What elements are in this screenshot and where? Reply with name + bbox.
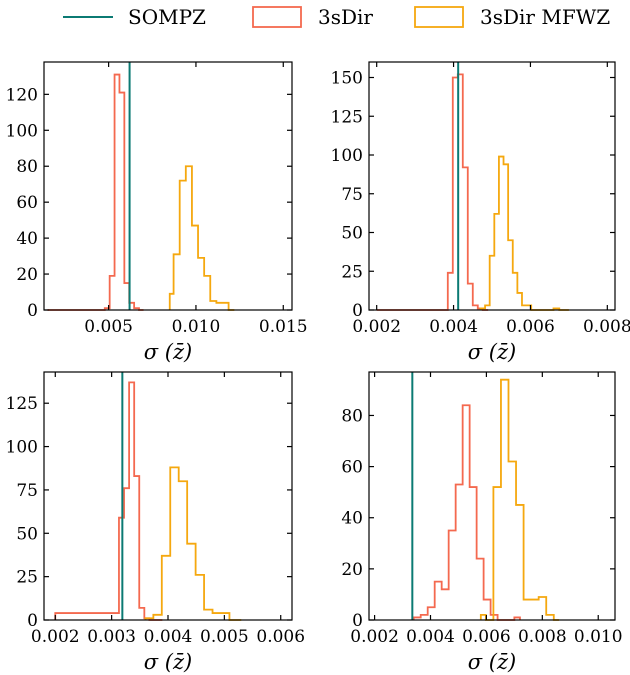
legend-3sdir-swatch (252, 6, 302, 28)
legend-sompz-label: SOMPZ (128, 5, 206, 29)
histogram-3sdir (412, 404, 521, 621)
x-tick-label: 0.004 (406, 627, 455, 647)
x-tick-label: 0.005 (84, 317, 133, 337)
x-tick-label: 0.010 (574, 627, 623, 647)
panel-3: 0.002 0.003 0.004 0.005 0.006 0 25 50 75 100 125 σ … (6, 371, 305, 674)
y-tick-label: 125 (6, 394, 38, 414)
axes-frame (43, 371, 293, 621)
y-tick-label: 40 (341, 509, 363, 529)
y-tick-label: 0 (27, 301, 38, 321)
y-tick-label: 25 (16, 568, 38, 588)
x-tick-label: 0.002 (352, 317, 401, 337)
histogram-3sdir-mfwz (144, 466, 242, 621)
x-tick-label: 0.002 (31, 627, 80, 647)
y-tick-label: 75 (16, 481, 38, 501)
legend: SOMPZ 3sDir 3sDir MFWZ (63, 5, 610, 29)
x-axis-label: σ (z̄) (144, 650, 192, 674)
legend-3sdir-mfwz-label: 3sDir MFWZ (480, 5, 610, 29)
x-tick-label: 0.008 (583, 317, 630, 337)
histogram-3sdir-mfwz (168, 165, 235, 311)
y-tick-label: 0 (352, 611, 363, 631)
y-tick-label: 60 (341, 458, 363, 478)
x-tick-label: 0.002 (350, 627, 399, 647)
y-tick-label: 25 (341, 262, 363, 282)
y-tick-label: 100 (6, 121, 38, 141)
histogram-3sdir-mfwz (479, 155, 569, 311)
y-tick-label: 50 (16, 524, 38, 544)
x-tick-label: 0.004 (429, 317, 478, 337)
x-axis-label: σ (z̄) (468, 650, 516, 674)
panel-2: 0.002 0.004 0.006 0.008 0 25 50 75 100 125 150 σ (z… (331, 61, 630, 364)
x-tick-label: 0.006 (506, 317, 555, 337)
x-tick-label: 0.015 (259, 317, 308, 337)
y-tick-label: 75 (341, 185, 363, 205)
x-tick-label: 0.005 (200, 627, 249, 647)
x-tick-label: 0.010 (172, 317, 221, 337)
x-tick-label: 0.006 (256, 627, 305, 647)
y-tick-label: 125 (331, 107, 363, 127)
y-tick-label: 100 (6, 438, 38, 458)
y-tick-label: 100 (331, 146, 363, 166)
x-tick-label: 0.008 (518, 627, 567, 647)
x-tick-label: 0.006 (462, 627, 511, 647)
y-tick-label: 120 (6, 85, 38, 105)
histogram-3sdir (376, 73, 489, 311)
axes-frame (368, 371, 616, 621)
x-axis-label: σ (z̄) (468, 340, 516, 364)
x-tick-label: 0.004 (144, 627, 193, 647)
y-tick-label: 0 (27, 611, 38, 631)
legend-3sdir-mfwz-swatch (414, 6, 464, 28)
axes-frame (368, 61, 616, 311)
x-axis-label: σ (z̄) (144, 340, 192, 364)
y-tick-label: 0 (352, 301, 363, 321)
y-tick-label: 40 (16, 229, 38, 249)
histogram-3sdir (54, 381, 163, 621)
y-tick-label: 50 (341, 224, 363, 244)
x-tick-label: 0.003 (87, 627, 136, 647)
legend-3sdir-label: 3sDir (318, 5, 373, 29)
histogram-3sdir-mfwz (479, 378, 560, 621)
y-tick-label: 20 (341, 560, 363, 580)
y-tick-label: 150 (331, 69, 363, 89)
panel-4: 0.002 0.004 0.006 0.008 0.010 0 20 40 60 80 σ (z̄) (341, 371, 623, 674)
y-tick-label: 80 (16, 157, 38, 177)
panel-1: 0.005 0.010 0.015 0 20 40 60 80 100 120 σ (z̄) (6, 61, 308, 364)
y-tick-label: 80 (341, 406, 363, 426)
y-tick-label: 60 (16, 193, 38, 213)
y-tick-label: 20 (16, 265, 38, 285)
axes-frame (43, 61, 293, 311)
